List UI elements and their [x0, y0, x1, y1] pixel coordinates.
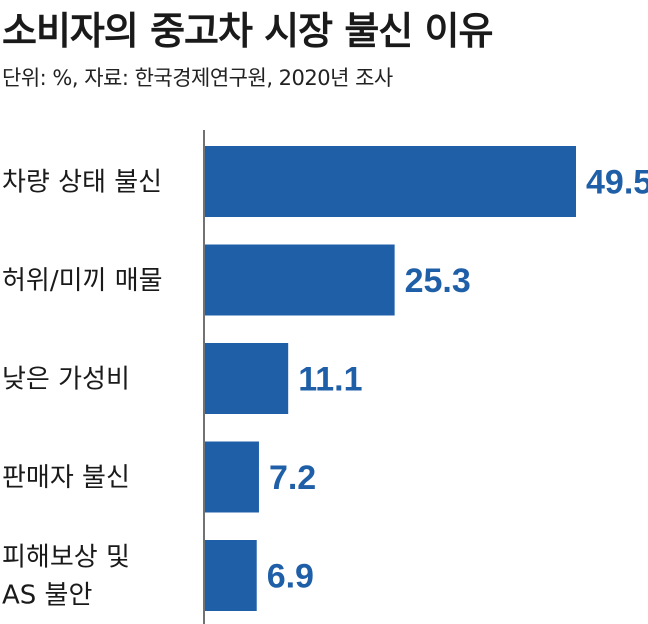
category-label: 차량 상태 불신 [2, 168, 162, 198]
value-label: 11.1 [298, 361, 362, 399]
chart-subtitle: 단위: %, 자료: 한국경제연구원, 2020년 조사 [2, 66, 393, 90]
bars-group [205, 146, 576, 611]
bar [205, 540, 257, 611]
category-label: 피해보상 및 [2, 543, 130, 573]
category-label: 허위/미끼 매물 [2, 266, 163, 296]
value-label: 6.9 [267, 558, 314, 596]
value-label: 7.2 [269, 459, 316, 497]
category-label: 낮은 가성비 [2, 365, 130, 395]
category-label: AS 불안 [2, 581, 92, 611]
chart-title: 소비자의 중고차 시장 불신 이유 [2, 9, 493, 53]
bar [205, 146, 576, 217]
bar [205, 343, 289, 414]
category-label: 판매자 불신 [2, 463, 130, 493]
value-label: 49.5 [586, 164, 648, 202]
bar [205, 441, 259, 513]
labels-group: 49.5 차량 상태 불신 25.3 허위/미끼 매물 11.1 낮은 가성비 7.2 판매자… [2, 164, 648, 611]
value-label: 25.3 [405, 262, 471, 300]
bar [205, 244, 395, 316]
